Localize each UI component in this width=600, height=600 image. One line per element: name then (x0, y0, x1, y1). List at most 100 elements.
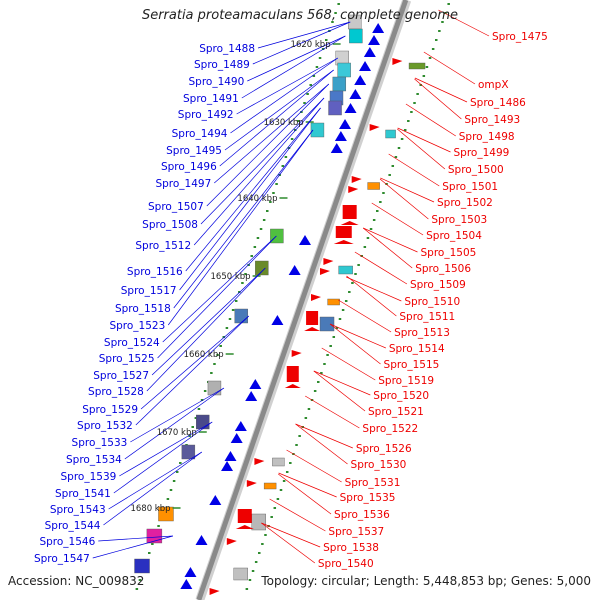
right-callout-line (405, 103, 456, 137)
right-gene-label: Spro_1538 (323, 542, 379, 554)
backbone-line (196, 0, 409, 600)
track-dot-0 (290, 138, 294, 140)
track-dot-0 (191, 426, 194, 428)
left-strand-arrow (234, 421, 247, 431)
track-dot-1 (357, 264, 360, 266)
track-dot-1 (379, 201, 382, 203)
left-strand-arrow (359, 61, 372, 71)
left-feature-block (181, 444, 196, 460)
track-dot-0 (148, 552, 151, 554)
left-callout-line (135, 315, 250, 426)
right-callout-line (338, 299, 392, 333)
left-strand-arrow (271, 315, 284, 325)
right-callout-line (313, 370, 366, 412)
track-dot-0 (203, 390, 207, 392)
left-feature-block (310, 122, 325, 138)
left-gene-label: Spro_1495 (166, 145, 222, 157)
left-callout-line (179, 107, 321, 291)
right-gene-label: Spro_1509 (410, 279, 466, 291)
right-callout-line (423, 51, 476, 85)
right-strand-arrow (340, 221, 359, 225)
track-dot-1 (251, 570, 255, 572)
left-feature-block (207, 380, 222, 396)
track-dot-0 (300, 111, 303, 113)
track-dot-0 (309, 84, 312, 86)
right-callout-line (438, 9, 490, 37)
right-callout-line (269, 498, 326, 532)
right-strand-arrow (304, 327, 321, 331)
track-dot-1 (276, 498, 280, 500)
track-dot-0 (169, 489, 173, 491)
left-callout-line (103, 451, 203, 526)
track-dot-0 (269, 201, 272, 203)
track-dot-0 (228, 318, 232, 320)
track-dot-1 (447, 3, 450, 5)
track-dot-1 (313, 390, 317, 392)
right-gene-label: Spro_1499 (454, 147, 510, 159)
track-dot-1 (400, 138, 404, 140)
right-callout-line (278, 472, 337, 498)
left-callout-line (113, 421, 213, 494)
track-dot-0 (151, 543, 154, 545)
left-strand-arrow (180, 579, 193, 589)
left-gene-label: Spro_1517 (121, 285, 177, 297)
track-dot-0 (222, 336, 226, 338)
left-strand-arrow (195, 535, 208, 545)
left-callout-line (206, 83, 330, 207)
scale-tick-label: 1680 kbp (130, 504, 170, 514)
left-gene-label: Spro_1494 (172, 128, 228, 140)
track-dot-0 (225, 327, 229, 329)
right-gene-label: Spro_1505 (421, 247, 477, 259)
left-gene-label: Spro_1532 (77, 420, 133, 432)
right-strand-arrow (235, 525, 254, 529)
left-gene-label: Spro_1544 (45, 520, 101, 532)
scale-tick-label: 1620 kbp (291, 40, 331, 50)
track-dot-0 (315, 66, 319, 68)
left-gene-label: Spro_1528 (88, 386, 144, 398)
track-dot-0 (172, 480, 176, 482)
track-dot-1 (372, 219, 376, 221)
left-strand-arrow (363, 47, 376, 57)
left-gene-label: Spro_1543 (50, 504, 106, 516)
left-feature-block (234, 308, 248, 324)
track-dot-0 (210, 372, 213, 374)
right-gene-label: Spro_1506 (415, 263, 471, 275)
right-gene-label: Spro_1520 (373, 390, 429, 402)
left-gene-label: Spro_1529 (82, 404, 138, 416)
left-gene-label: Spro_1496 (161, 161, 217, 173)
left-strand-arrow (224, 451, 237, 461)
track-dot-1 (397, 147, 401, 149)
track-dot-0 (281, 165, 285, 167)
track-dot-1 (254, 561, 258, 563)
right-gene-label: Spro_1522 (362, 423, 418, 435)
right-feature-block (272, 457, 285, 467)
left-gene-label: Spro_1508 (142, 219, 198, 231)
left-strand-arrow (330, 143, 343, 153)
track-dot-0 (138, 579, 142, 581)
track-dot-0 (303, 102, 306, 104)
track-dot-0 (272, 192, 275, 194)
track-dot-1 (376, 210, 379, 212)
track-dot-1 (285, 471, 289, 473)
left-strand-arrow (221, 461, 234, 471)
track-dot-0 (266, 210, 269, 212)
track-dot-1 (363, 246, 367, 248)
track-dot-1 (258, 552, 261, 554)
left-gene-label: Spro_1488 (199, 43, 255, 55)
right-strand-arrow (254, 458, 265, 465)
right-feature-block (233, 567, 248, 581)
track-dot-1 (407, 120, 410, 122)
track-dot-0 (334, 12, 337, 14)
left-callout-line (173, 129, 314, 309)
track-dot-0 (275, 183, 278, 185)
right-gene-label: Spro_1535 (340, 492, 396, 504)
track-dot-1 (289, 462, 292, 464)
track-dot-1 (410, 111, 413, 113)
track-dot-0 (312, 75, 316, 77)
left-gene-label: Spro_1547 (34, 553, 90, 565)
left-callout-line (236, 57, 338, 115)
track-dot-1 (351, 282, 354, 284)
track-dot-0 (241, 282, 244, 284)
left-callout-line (214, 83, 330, 184)
